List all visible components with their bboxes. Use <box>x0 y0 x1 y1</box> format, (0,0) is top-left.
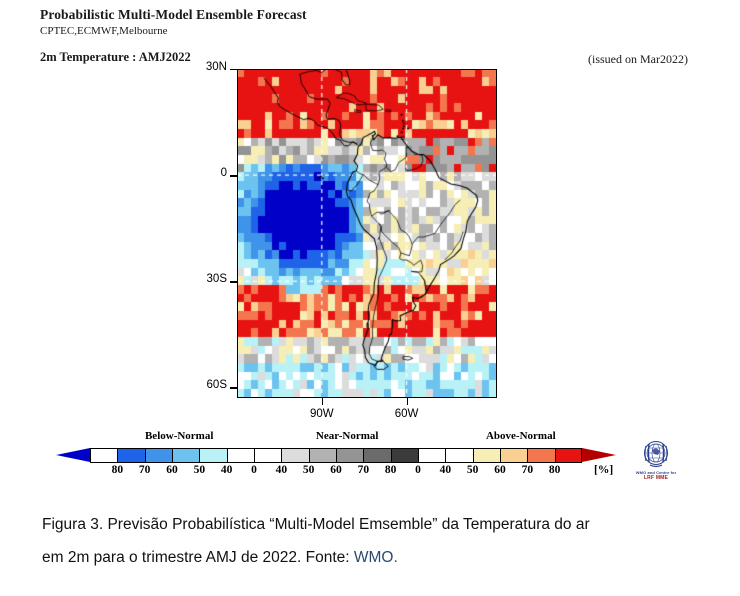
colorbar-left-arrow <box>56 448 90 462</box>
map-ytick-label-1: 0 <box>220 167 227 180</box>
colorbar-segment-12 <box>418 448 446 463</box>
colorbar-tick-11: 0 <box>415 464 421 476</box>
colorbar-category-1: Near-Normal <box>315 430 379 442</box>
colorbar-tick-7: 50 <box>302 464 315 476</box>
colorbar-segment-2 <box>144 448 172 463</box>
wmo-logo-line1: WMO and Centre for <box>635 470 677 475</box>
colorbar-tick-15: 70 <box>521 464 534 476</box>
colorbar-segment-13 <box>445 448 473 463</box>
map-ytick-mark-1 <box>230 175 237 177</box>
caption-line-1: Figura 3. Previsão Probabilística “Multi… <box>42 516 590 533</box>
variable-label: 2m Temperature : AMJ2022 <box>40 50 191 64</box>
colorbar-segment-8 <box>308 448 336 463</box>
colorbar-tick-5: 0 <box>251 464 257 476</box>
issued-date: (issued on Mar2022) <box>588 52 688 66</box>
colorbar-segment-11 <box>390 448 418 463</box>
colorbar-tick-2: 60 <box>166 464 178 476</box>
colorbar-category-2: Above-Normal <box>485 430 556 442</box>
colorbar-tick-10: 80 <box>384 464 397 476</box>
colorbar-segment-7 <box>281 448 309 463</box>
colorbar-tick-14: 60 <box>494 464 506 476</box>
colorbar-right-arrow <box>582 448 616 462</box>
colorbar-tick-12: 40 <box>439 464 452 476</box>
colorbar-segment-5 <box>226 448 254 463</box>
forecast-map <box>237 69 497 398</box>
colorbar-segment-9 <box>336 448 364 463</box>
figure-title: Probabilistic Multi-Model Ensemble Forec… <box>40 7 307 22</box>
map-ytick-label-2: 30S <box>206 273 227 286</box>
colorbar-segment-15 <box>500 448 528 463</box>
colorbar-segment-6 <box>254 448 282 463</box>
wmo-logo: WMO and Centre for LRF MME <box>620 438 692 488</box>
map-xtick-mark-0 <box>321 398 324 405</box>
colorbar-segment-16 <box>527 448 555 463</box>
colorbar-segment-10 <box>363 448 391 463</box>
colorbar-tick-0: 80 <box>111 464 124 476</box>
colorbar-tick-1: 70 <box>138 464 151 476</box>
map-ytick-mark-3 <box>230 387 237 389</box>
colorbar-tick-16: 80 <box>548 464 561 476</box>
colorbar-tick-13: 50 <box>466 464 479 476</box>
colorbar-tick-9: 70 <box>357 464 370 476</box>
map-ytick-mark-0 <box>230 69 237 71</box>
wmo-emblem-icon <box>644 441 668 468</box>
colorbar-segment-1 <box>117 448 145 463</box>
colorbar-segment-4 <box>199 448 227 463</box>
caption-line-2-text: em 2m para o trimestre AMJ de 2022. Font… <box>42 549 354 566</box>
colorbar-tick-3: 50 <box>193 464 206 476</box>
colorbar-unit-label: [%] <box>594 464 614 476</box>
colorbar-segments <box>56 448 616 463</box>
map-xtick-label-0: 90W <box>309 408 334 420</box>
wmo-logo-line2: LRF MME <box>643 475 669 481</box>
colorbar-segment-0 <box>90 448 118 463</box>
map-xtick-label-1: 60W <box>394 408 419 420</box>
caption-line-2: em 2m para o trimestre AMJ de 2022. Font… <box>42 541 714 574</box>
colorbar-tick-6: 40 <box>275 464 288 476</box>
colorbar-segment-17 <box>554 448 582 463</box>
caption-source-link[interactable]: WMO. <box>353 549 398 566</box>
probability-colorbar: 80 70 60 50 40 0 40 50 60 70 80 0 40 50 60 70 80 [%] Below… <box>56 430 616 482</box>
colorbar-tick-4: 40 <box>220 464 233 476</box>
map-ytick-mark-2 <box>230 281 237 283</box>
colorbar-category-0: Below-Normal <box>144 430 214 442</box>
contributing-centers: CPTEC,ECMWF,Melbourne <box>40 25 168 37</box>
map-xtick-mark-1 <box>406 398 408 405</box>
map-ytick-label-0: 30N <box>205 61 227 73</box>
figure-caption: Figura 3. Previsão Probabilística “Multi… <box>42 508 714 574</box>
colorbar-segment-14 <box>472 448 500 463</box>
map-ytick-label-3: 60S <box>206 379 227 392</box>
colorbar-segment-3 <box>172 448 200 463</box>
colorbar-tick-8: 60 <box>330 464 342 476</box>
probability-heatmap <box>237 69 497 398</box>
